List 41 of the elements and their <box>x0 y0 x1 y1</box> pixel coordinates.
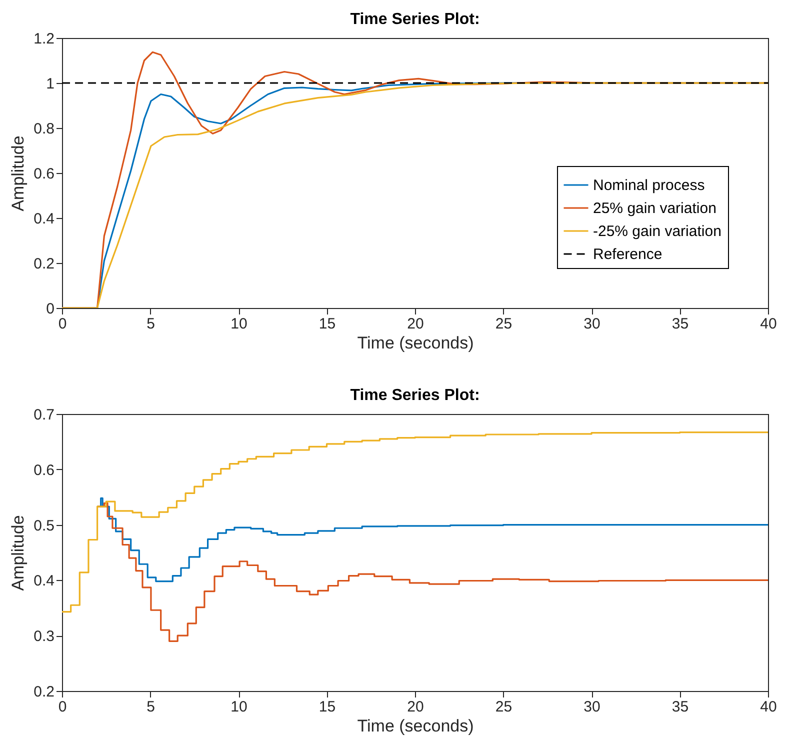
y-tick-label: 0.7 <box>34 406 54 424</box>
x-tick-label: 10 <box>230 698 248 716</box>
x-tick-label: 0 <box>58 316 67 332</box>
x-tick-label: 35 <box>672 316 689 332</box>
chart-title: Time Series Plot: <box>350 11 480 28</box>
x-axis-title: Time (seconds) <box>357 716 474 736</box>
x-tick-label: 15 <box>318 316 336 332</box>
x-tick-label: 20 <box>407 316 424 332</box>
x-axis-title: Time (seconds) <box>357 334 474 352</box>
legend-label: Reference <box>593 246 662 263</box>
y-tick-label: 0 <box>46 300 54 318</box>
y-tick-label: 0.6 <box>34 166 54 182</box>
x-tick-label: 10 <box>230 316 248 332</box>
x-tick-label: 30 <box>584 698 600 716</box>
x-tick-label: 5 <box>146 316 155 332</box>
x-tick-label: 40 <box>760 316 777 332</box>
y-tick-label: 0.4 <box>34 572 54 590</box>
y-tick-label: 0.6 <box>34 462 54 479</box>
x-tick-label: 30 <box>584 316 600 332</box>
y-tick-label: 0.5 <box>34 517 54 534</box>
x-tick-label: 5 <box>146 698 155 716</box>
y-axis-title: Amplitude <box>8 136 28 212</box>
y-tick-label: 0.3 <box>34 628 54 646</box>
x-tick-label: 40 <box>760 698 777 716</box>
x-tick-label: 20 <box>407 698 424 716</box>
chart-title: Time Series Plot: <box>350 387 480 404</box>
x-tick-label: 25 <box>495 316 512 332</box>
legend-label: -25% gain variation <box>593 223 722 240</box>
y-axis-title: Amplitude <box>8 515 28 591</box>
legend-label: 25% gain variation <box>593 200 716 217</box>
y-tick-label: 0.2 <box>34 684 54 700</box>
y-tick-label: 0.4 <box>34 210 54 228</box>
y-tick-label: 0.2 <box>34 256 54 272</box>
legend-label: Nominal process <box>593 177 705 194</box>
y-tick-label: 1.2 <box>34 30 54 48</box>
x-tick-label: 35 <box>672 698 689 716</box>
y-tick-label: 0.8 <box>34 120 54 138</box>
x-tick-label: 25 <box>495 698 512 716</box>
x-tick-label: 15 <box>318 698 336 716</box>
y-tick-label: 1 <box>46 76 54 92</box>
x-tick-label: 0 <box>58 698 67 716</box>
